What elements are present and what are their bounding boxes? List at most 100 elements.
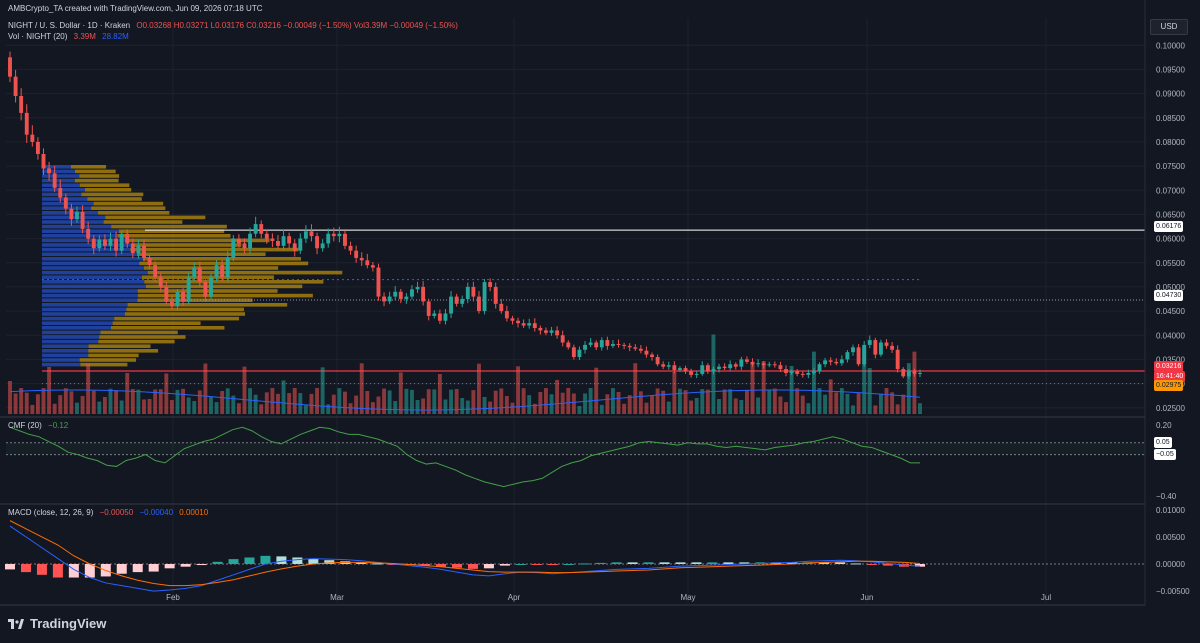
macd-histogram-bar: [851, 563, 862, 565]
macd-histogram-bar: [499, 563, 510, 566]
support-price-tag: 0.02975: [1154, 380, 1184, 391]
candle-body: [873, 340, 878, 355]
candle-body: [80, 212, 85, 229]
candle-body: [784, 369, 788, 373]
candle-body: [577, 349, 582, 357]
volume-bar: [722, 389, 727, 414]
volume-bar: [683, 390, 688, 414]
volume-bar: [862, 348, 867, 414]
macd-histogram-bar: [148, 563, 159, 572]
volume-bar: [197, 390, 202, 414]
candle-body: [527, 323, 532, 326]
candle-body: [136, 245, 141, 254]
macd-histogram-bar: [819, 562, 830, 564]
price-axis-label: 0.05000: [1156, 283, 1185, 292]
candle-body: [739, 359, 744, 367]
macd-histogram-bar: [68, 563, 79, 578]
volume-bar: [605, 394, 610, 414]
currency-button[interactable]: USD: [1150, 19, 1188, 35]
macd-histogram-bar: [915, 563, 925, 567]
profile-bar-buy: [42, 174, 80, 178]
profile-bar-buy: [42, 344, 89, 348]
candle-body: [516, 320, 520, 324]
volume-bar: [851, 405, 855, 414]
candle-body: [828, 360, 833, 362]
candle-body: [47, 168, 52, 174]
profile-bar-buy: [42, 215, 106, 220]
volume-bar: [404, 388, 409, 414]
candle-body: [35, 141, 40, 154]
volume-bar: [259, 404, 264, 414]
profile-bar-sell: [74, 169, 116, 174]
candle-body: [583, 344, 587, 350]
time-axis-label: Mar: [330, 593, 344, 602]
volume-bar: [41, 388, 46, 414]
macd-histogram-bar: [196, 563, 207, 566]
profile-bar-buy: [42, 224, 112, 229]
volume-bar: [488, 401, 493, 414]
candle-body: [426, 301, 431, 316]
macd-histogram-bar: [483, 563, 494, 569]
volume-bar: [186, 397, 191, 414]
candle-body: [63, 197, 68, 209]
cmf-label: CMF (20): [8, 421, 42, 430]
profile-bar-buy: [42, 188, 85, 192]
volume-bar: [24, 392, 29, 414]
volume-bar: [393, 401, 398, 414]
cmf-upper-band-tag: 0.05: [1154, 437, 1172, 448]
candle-body: [767, 364, 772, 366]
candle-body: [778, 365, 783, 370]
profile-bar-buy: [42, 298, 138, 302]
candle-body: [147, 257, 152, 266]
volume-bar: [571, 393, 576, 414]
macd-histogram-bar: [228, 559, 239, 564]
volume-bar: [365, 390, 370, 414]
macd-histogram-bar: [260, 555, 271, 564]
profile-bar-buy: [42, 169, 75, 174]
price-axis-label: 0.04000: [1156, 331, 1185, 340]
profile-bar-buy: [42, 257, 143, 261]
volume-bar: [125, 372, 130, 414]
candle-body: [158, 277, 163, 287]
profile-bar-sell: [142, 257, 301, 261]
price-axis-label: 0.07500: [1156, 162, 1185, 171]
macd-legend[interactable]: MACD (close, 12, 26, 9) −0.00050 −0.0004…: [8, 508, 212, 517]
cmf-value: −0.12: [48, 421, 69, 430]
candle-body: [890, 345, 895, 350]
candle-body: [24, 112, 29, 135]
volume-bar: [510, 402, 515, 414]
macd-histogram-bar: [611, 562, 622, 564]
candle-body: [276, 241, 280, 246]
profile-bar-buy: [42, 362, 81, 367]
volume-bar: [616, 391, 621, 414]
volume-bar: [504, 396, 509, 414]
profile-bar-buy: [42, 349, 89, 353]
macd-histogram-bar: [292, 557, 303, 564]
candle-body: [689, 371, 694, 375]
macd-histogram-bar: [36, 563, 47, 575]
volume-bar: [839, 388, 844, 414]
volume-bar: [733, 398, 738, 414]
volume-bar: [175, 389, 180, 414]
profile-bar-sell: [117, 234, 231, 238]
candle-body: [376, 267, 381, 297]
macd-histogram-bar: [659, 562, 670, 564]
tradingview-logo[interactable]: TradingView: [8, 616, 106, 631]
candle-body: [594, 342, 599, 348]
candle-body: [114, 238, 119, 251]
volume-bar: [594, 367, 599, 414]
macd-histogram-bar: [723, 562, 734, 564]
symbol-legend[interactable]: NIGHT / U. S. Dollar · 1D · Kraken O0.03…: [8, 21, 462, 30]
candle-body: [482, 282, 487, 312]
macd-histogram-bar: [675, 562, 686, 564]
cmf-legend[interactable]: CMF (20) −0.12: [8, 421, 72, 430]
volume-legend[interactable]: Vol · NIGHT (20) 3.39M 28.82M: [8, 32, 133, 41]
candle-body: [683, 368, 688, 372]
price-axis-label: 0.03500: [1156, 355, 1185, 364]
candle-body: [795, 371, 800, 374]
macd-histogram-bar: [467, 563, 478, 569]
candle-body: [220, 265, 225, 278]
candle-body: [454, 296, 459, 304]
profile-bar-sell: [98, 339, 175, 344]
